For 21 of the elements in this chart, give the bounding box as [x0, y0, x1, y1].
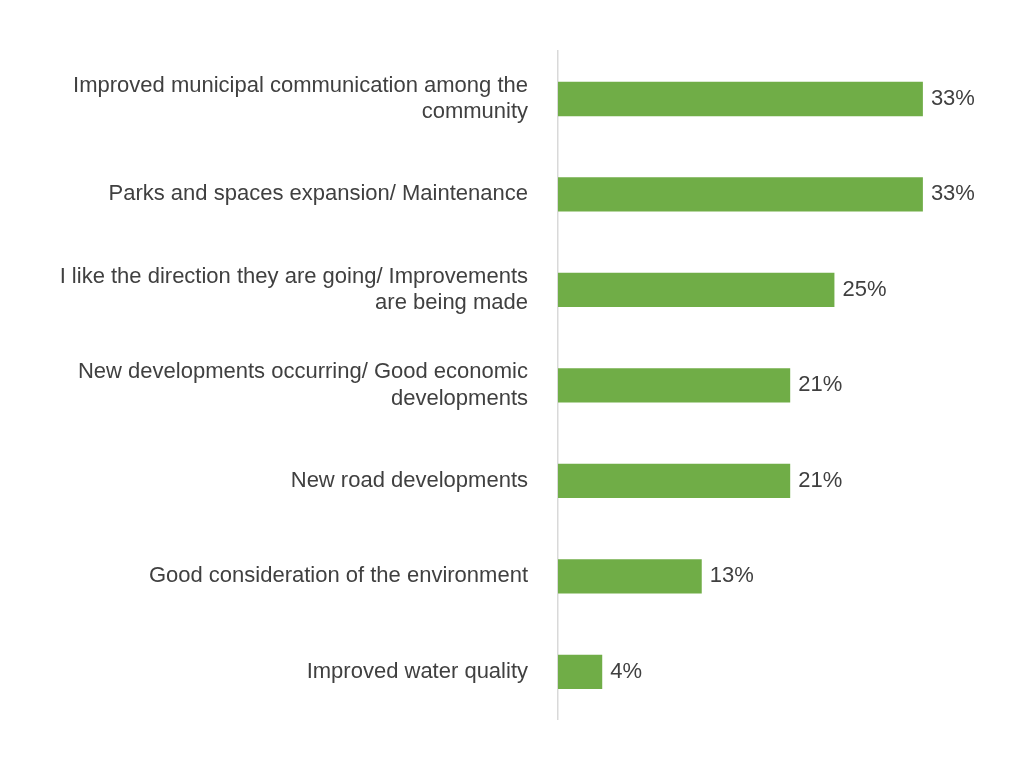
bar: [558, 368, 791, 403]
y-tick-label: New developments occurring/ Good economic developments: [77, 358, 528, 410]
data-label: 33%: [930, 180, 975, 206]
bar: [558, 654, 603, 690]
bar: [558, 559, 702, 594]
y-tick-label: Improved municipal communication among the community: [73, 71, 528, 124]
bar: [558, 81, 923, 117]
data-label: 21%: [798, 466, 843, 492]
y-tick-label: Parks and spaces expansion/ Maintenance: [108, 180, 528, 206]
y-tick-label: New road developments: [290, 466, 528, 492]
bar: [558, 463, 791, 499]
bar: [558, 177, 923, 212]
data-label: 33%: [930, 85, 975, 111]
data-label: 4%: [610, 657, 643, 683]
data-label: 21%: [798, 371, 843, 397]
data-label: 13%: [709, 562, 754, 588]
bar: [558, 272, 835, 308]
y-tick-label: Improved water quality: [306, 657, 528, 683]
y-tick-label: I like the direction they are going/ Improvements are being made: [59, 262, 528, 315]
y-tick-label: Good consideration of the environment: [148, 562, 528, 588]
data-label: 25%: [842, 275, 887, 301]
